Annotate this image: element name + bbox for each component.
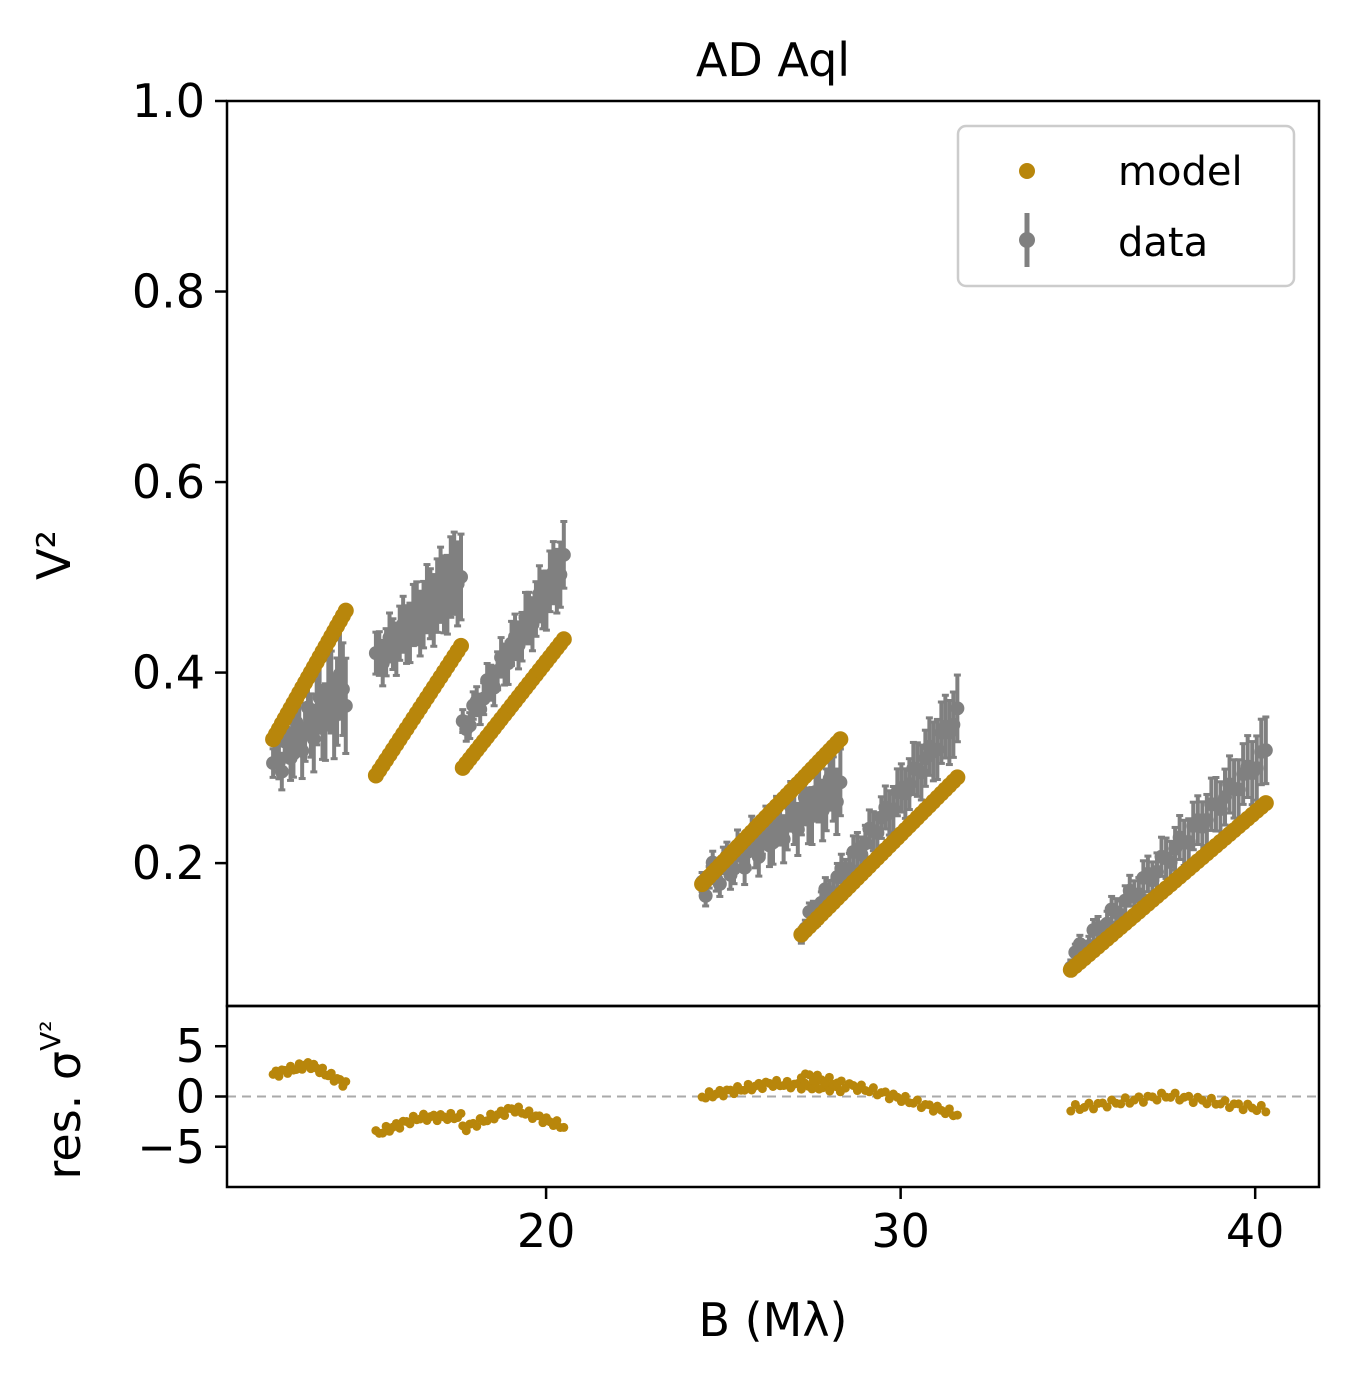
baseline-group-6 [1062, 715, 1274, 978]
x-ticks: 20 30 40 [517, 1187, 1285, 1258]
baseline-group-5 [793, 673, 966, 945]
residual-point [944, 1104, 954, 1114]
residual-point [924, 1100, 934, 1110]
residual-point [341, 1077, 351, 1087]
data-point [274, 764, 289, 779]
model-point [555, 631, 572, 648]
baseline-group-2 [367, 530, 469, 784]
y-tick-label: 0.4 [132, 646, 205, 700]
residual-point [1116, 1099, 1126, 1109]
main-plot-data [265, 519, 1274, 978]
y-tick-label: 0.6 [132, 455, 205, 509]
legend: model data [956, 124, 1296, 288]
residual-point [318, 1063, 328, 1073]
residual-point [559, 1122, 569, 1132]
model-point [453, 637, 469, 654]
residual-group-2 [371, 1108, 466, 1138]
residual-point [1256, 1100, 1266, 1110]
residual-group-3 [458, 1102, 569, 1136]
residual-point [782, 1076, 792, 1086]
residual-point [1138, 1097, 1148, 1107]
x-tick-label: 40 [1226, 1204, 1285, 1258]
model-point [1257, 795, 1274, 812]
data-point [1258, 743, 1273, 758]
residual-point [500, 1111, 510, 1121]
residual-point [1184, 1091, 1194, 1101]
data-point [338, 698, 353, 713]
residual-point [1102, 1102, 1112, 1112]
residual-point [472, 1121, 482, 1131]
model-point [949, 769, 966, 786]
data-point [454, 569, 468, 584]
residual-point [552, 1116, 562, 1126]
residual-point [534, 1111, 544, 1121]
residual-point [524, 1106, 534, 1116]
residual-group-4 [697, 1075, 845, 1103]
residual-point [836, 1076, 846, 1086]
data-point [833, 775, 848, 790]
residual-y-ticks: 50−5 [137, 1019, 227, 1174]
residual-point [952, 1110, 962, 1120]
residual-y-axis-label-sub: V² [34, 1021, 67, 1051]
residual-point [868, 1083, 878, 1093]
model-point [337, 602, 354, 619]
legend-model-label: model [1118, 149, 1243, 195]
residual-y-axis-label-main: res. σ [37, 1051, 91, 1180]
data-point [712, 876, 727, 891]
model-point [832, 731, 849, 748]
residual-point [729, 1089, 739, 1099]
legend-box [956, 124, 1296, 288]
residual-y-tick-label: 5 [176, 1019, 205, 1073]
residual-group-6 [1066, 1088, 1271, 1117]
y-tick-label: 1.0 [132, 74, 205, 128]
residual-point [326, 1068, 336, 1078]
residual-point [1152, 1095, 1162, 1105]
residual-group-5 [796, 1069, 962, 1121]
residual-point [405, 1119, 415, 1129]
residual-point [1220, 1096, 1230, 1106]
y-tick-label: 0.8 [132, 265, 205, 319]
y-axis-label: V² [27, 530, 81, 580]
residual-point [482, 1116, 492, 1126]
baseline-group-3 [454, 519, 572, 776]
main-y-ticks: 0.2 0.4 0.6 0.8 1.0 [132, 74, 227, 890]
residual-point [395, 1123, 405, 1133]
x-tick-label: 30 [871, 1204, 930, 1258]
residual-point [1261, 1107, 1271, 1117]
residual-plot-data [227, 1058, 1319, 1138]
legend-data-marker [1019, 232, 1035, 248]
residual-point [1066, 1106, 1076, 1116]
residual-point [824, 1072, 834, 1082]
residual-point [1170, 1088, 1180, 1098]
y-tick-label: 0.2 [132, 836, 205, 890]
residual-point [880, 1087, 890, 1097]
x-axis-label: B (Mλ) [699, 1293, 848, 1347]
x-tick-label: 20 [517, 1204, 576, 1258]
baseline-group-4 [694, 731, 849, 908]
legend-data-label: data [1118, 220, 1208, 266]
residual-point [378, 1128, 388, 1138]
chart-title: AD Aql [696, 33, 850, 87]
legend-model-marker [1019, 163, 1035, 179]
data-point [556, 547, 571, 562]
residual-point [456, 1108, 466, 1118]
residual-group-1 [268, 1058, 351, 1091]
data-point [698, 888, 713, 903]
data-point [462, 718, 477, 733]
residual-point [912, 1095, 922, 1105]
baseline-group-1 [265, 602, 354, 792]
residual-y-axis-label: res. σV² [34, 1021, 91, 1180]
data-point [950, 701, 965, 716]
residual-y-tick-label: −5 [137, 1120, 205, 1174]
residual-y-tick-label: 0 [176, 1070, 205, 1124]
